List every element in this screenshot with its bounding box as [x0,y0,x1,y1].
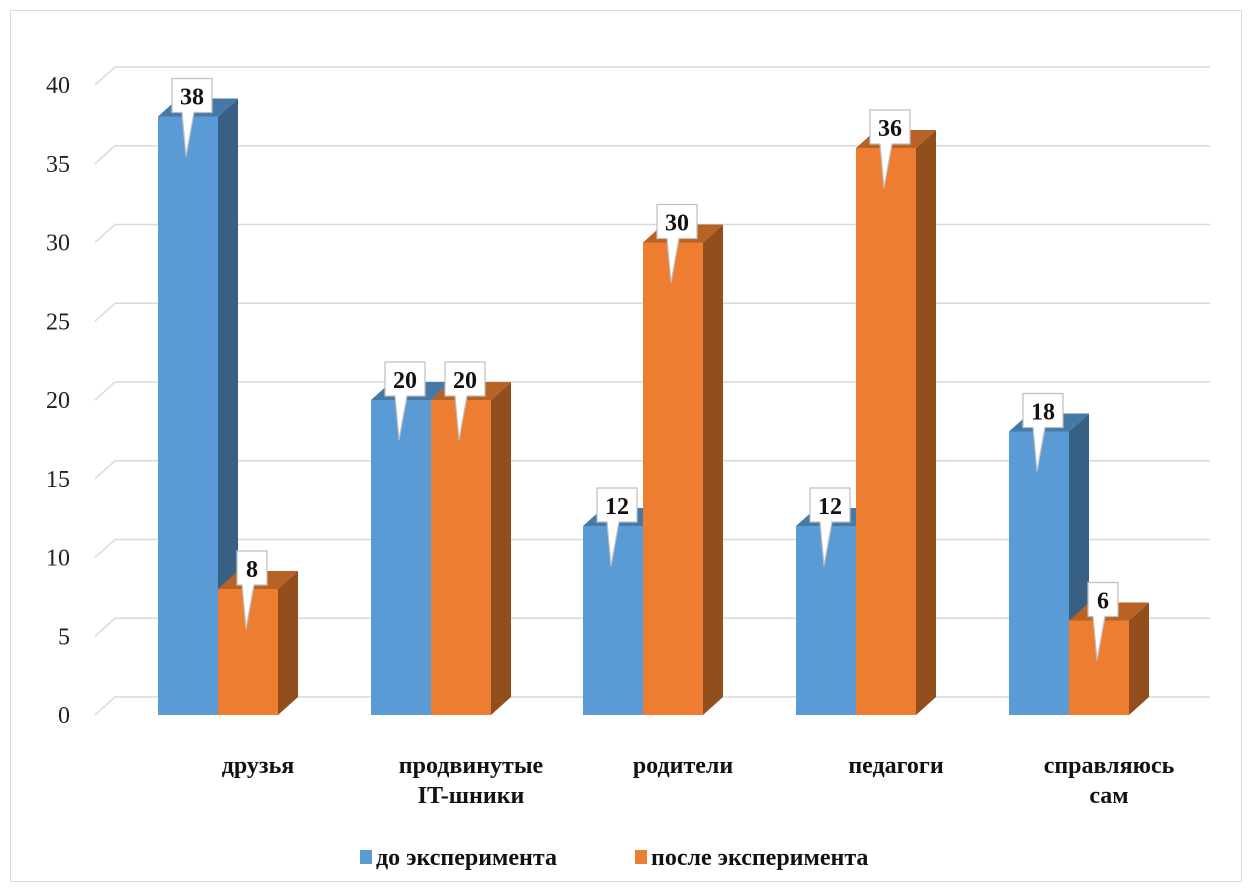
data-label-value: 12 [818,494,842,520]
bar [1069,602,1149,715]
data-label: 6 [1087,581,1119,661]
category-label: справляюсь сам [1044,753,1175,809]
bar-side [278,571,298,715]
data-label: 20 [444,361,486,441]
data-label-value: 20 [393,368,417,394]
bar-side [218,98,238,715]
category-label: продвинутые IT-шники [399,753,544,809]
data-label: 36 [869,109,911,189]
gridline [94,460,1210,480]
data-label: 12 [809,487,851,567]
data-label-callout [236,550,268,630]
data-label-value: 20 [453,368,477,394]
y-tick-label: 10 [46,546,70,572]
gridline [94,145,1210,165]
bar-side [1129,602,1149,715]
bar-side [703,224,723,715]
category-label-line: родители [633,753,734,779]
data-label-callout [171,77,213,157]
data-label-value: 36 [878,116,902,142]
bar-front [431,400,491,715]
data-label-value: 30 [665,211,689,237]
data-label: 30 [656,203,698,283]
legend: до эксперимента после эксперимента [360,845,868,871]
y-axis: 0 5 10 15 20 25 30 35 40 [46,73,70,729]
data-label-callout [809,487,851,567]
bar [643,224,723,715]
bar-front [371,400,431,715]
y-tick-label: 35 [46,152,70,178]
data-label-value: 6 [1097,589,1109,615]
data-label: 20 [384,361,426,441]
data-label: 8 [236,550,268,630]
data-label-value: 38 [180,85,204,111]
data-label-value: 12 [605,494,629,520]
gridline [94,381,1210,401]
y-tick-label: 30 [46,231,70,257]
category-label-line: справляюсь [1044,753,1175,779]
data-label: 38 [171,77,213,157]
bar-front [158,116,218,715]
legend-swatch [635,850,647,864]
category-label-line: IT-шники [418,783,525,809]
data-label-callout [1087,581,1119,661]
x-axis: друзья продвинутые IT-шники родители педагог… [222,753,1175,809]
y-tick-label: 15 [46,467,70,493]
gridline [94,223,1210,244]
gridline [94,302,1210,322]
data-label-callout [444,361,486,441]
category-label: друзья [222,753,295,779]
y-tick-label: 0 [58,703,70,729]
data-label-callout [384,361,426,441]
bar-front [1009,431,1069,715]
category-label: педагоги [848,753,944,779]
bar [431,382,511,715]
category-label-line: педагоги [848,753,944,779]
y-tick-label: 5 [58,624,70,650]
legend-swatch [360,850,372,864]
bar-front [643,242,703,715]
data-label-callout [869,109,911,189]
data-label-value: 8 [246,557,258,583]
data-label-callout [1022,392,1064,472]
bar-side [491,382,511,715]
bar-front [856,148,916,715]
y-tick-label: 40 [46,73,70,99]
data-label-value: 18 [1031,400,1055,426]
data-labels: 38 8 20 20 12 30 12 36 18 6 [171,77,1119,661]
category-label-line: сам [1089,783,1128,809]
data-label-callout [596,487,638,567]
gridline [94,66,1210,86]
bar [856,130,936,715]
data-label: 12 [596,487,638,567]
bar [158,98,238,715]
legend-label: до эксперимента [376,845,557,871]
category-label: родители [633,753,734,779]
category-label-line: продвинутые [399,753,544,779]
legend-label: после эксперимента [651,845,868,871]
y-tick-label: 25 [46,309,70,335]
bars [158,98,1149,715]
y-tick-label: 20 [46,388,70,414]
bar-side [916,130,936,715]
data-label: 18 [1022,392,1064,472]
category-label-line: друзья [222,753,295,779]
bar [218,571,298,715]
data-label-callout [656,203,698,283]
